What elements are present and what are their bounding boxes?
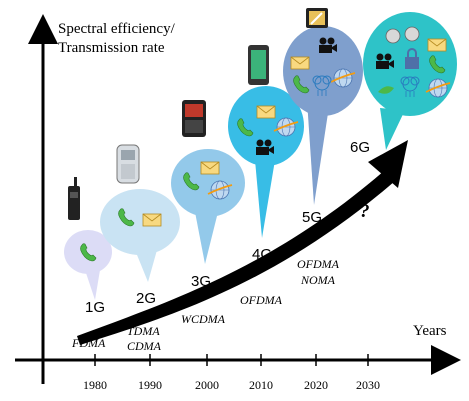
bubble-6g xyxy=(363,12,457,150)
generation-label-2g: 2G xyxy=(136,290,156,307)
mail-icon xyxy=(290,56,310,70)
bubble-3g xyxy=(171,149,245,264)
tech-label-noma: NOMA xyxy=(300,273,336,287)
robot-head-icon xyxy=(385,26,420,44)
year-label-2030: 2030 xyxy=(356,378,380,392)
tech-label-ofdma-4g: OFDMA xyxy=(240,293,283,307)
bubble-5g xyxy=(283,26,363,205)
y-axis-label-line2: Transmission rate xyxy=(58,40,165,56)
tech-label-fdma: FDMA xyxy=(71,336,106,350)
growth-arrow-body xyxy=(77,170,395,345)
x-axis-label: Years xyxy=(413,323,447,339)
year-label-1980: 1980 xyxy=(83,378,107,392)
tech-label-ofdma-5g: OFDMA xyxy=(297,257,340,271)
mail-icon xyxy=(142,213,162,227)
mail-icon xyxy=(200,161,220,175)
year-label-2000: 2000 xyxy=(195,378,219,392)
growth-arrow-head xyxy=(368,140,408,188)
touch-smartphone-icon xyxy=(248,45,269,85)
bubble-2g-tail xyxy=(135,250,157,282)
year-ticks xyxy=(94,354,369,366)
keypad-phone-icon xyxy=(116,144,140,184)
generation-label-4g: 4G xyxy=(252,246,272,263)
year-label-1990: 1990 xyxy=(138,378,162,392)
bubble-1g-tail xyxy=(85,270,100,300)
lock-icon xyxy=(405,48,419,69)
bubble-6g-tail xyxy=(380,108,405,150)
mail-icon xyxy=(256,105,276,119)
brick-phone-icon xyxy=(68,177,80,220)
y-axis-label-line1: Spectral efficiency/ xyxy=(58,21,176,37)
tech-label-tdma: TDMA xyxy=(127,324,160,338)
year-label-2010: 2010 xyxy=(249,378,273,392)
bubble-1g xyxy=(64,230,112,300)
tablet-icon xyxy=(306,8,328,28)
tech-label-wcdma: WCDMA xyxy=(181,312,226,326)
bubble-2g xyxy=(100,189,180,282)
bubble-4g-tail xyxy=(255,160,275,238)
mail-icon xyxy=(427,38,447,52)
bubble-4g xyxy=(228,86,304,238)
generation-label-6g: 6G xyxy=(350,139,370,156)
year-label-2020: 2020 xyxy=(304,378,328,392)
generation-label-1g: 1G xyxy=(85,299,105,316)
bubble-5g-tail xyxy=(307,100,330,205)
future-question-mark: ? xyxy=(360,201,370,222)
tech-label-cdma: CDMA xyxy=(127,339,162,353)
leaf-icon xyxy=(378,86,394,94)
generation-label-5g: 5G xyxy=(302,209,322,226)
generation-label-3g: 3G xyxy=(191,273,211,290)
smartphone-keyboard-icon xyxy=(182,100,206,137)
bubble-3g-tail xyxy=(195,212,218,264)
